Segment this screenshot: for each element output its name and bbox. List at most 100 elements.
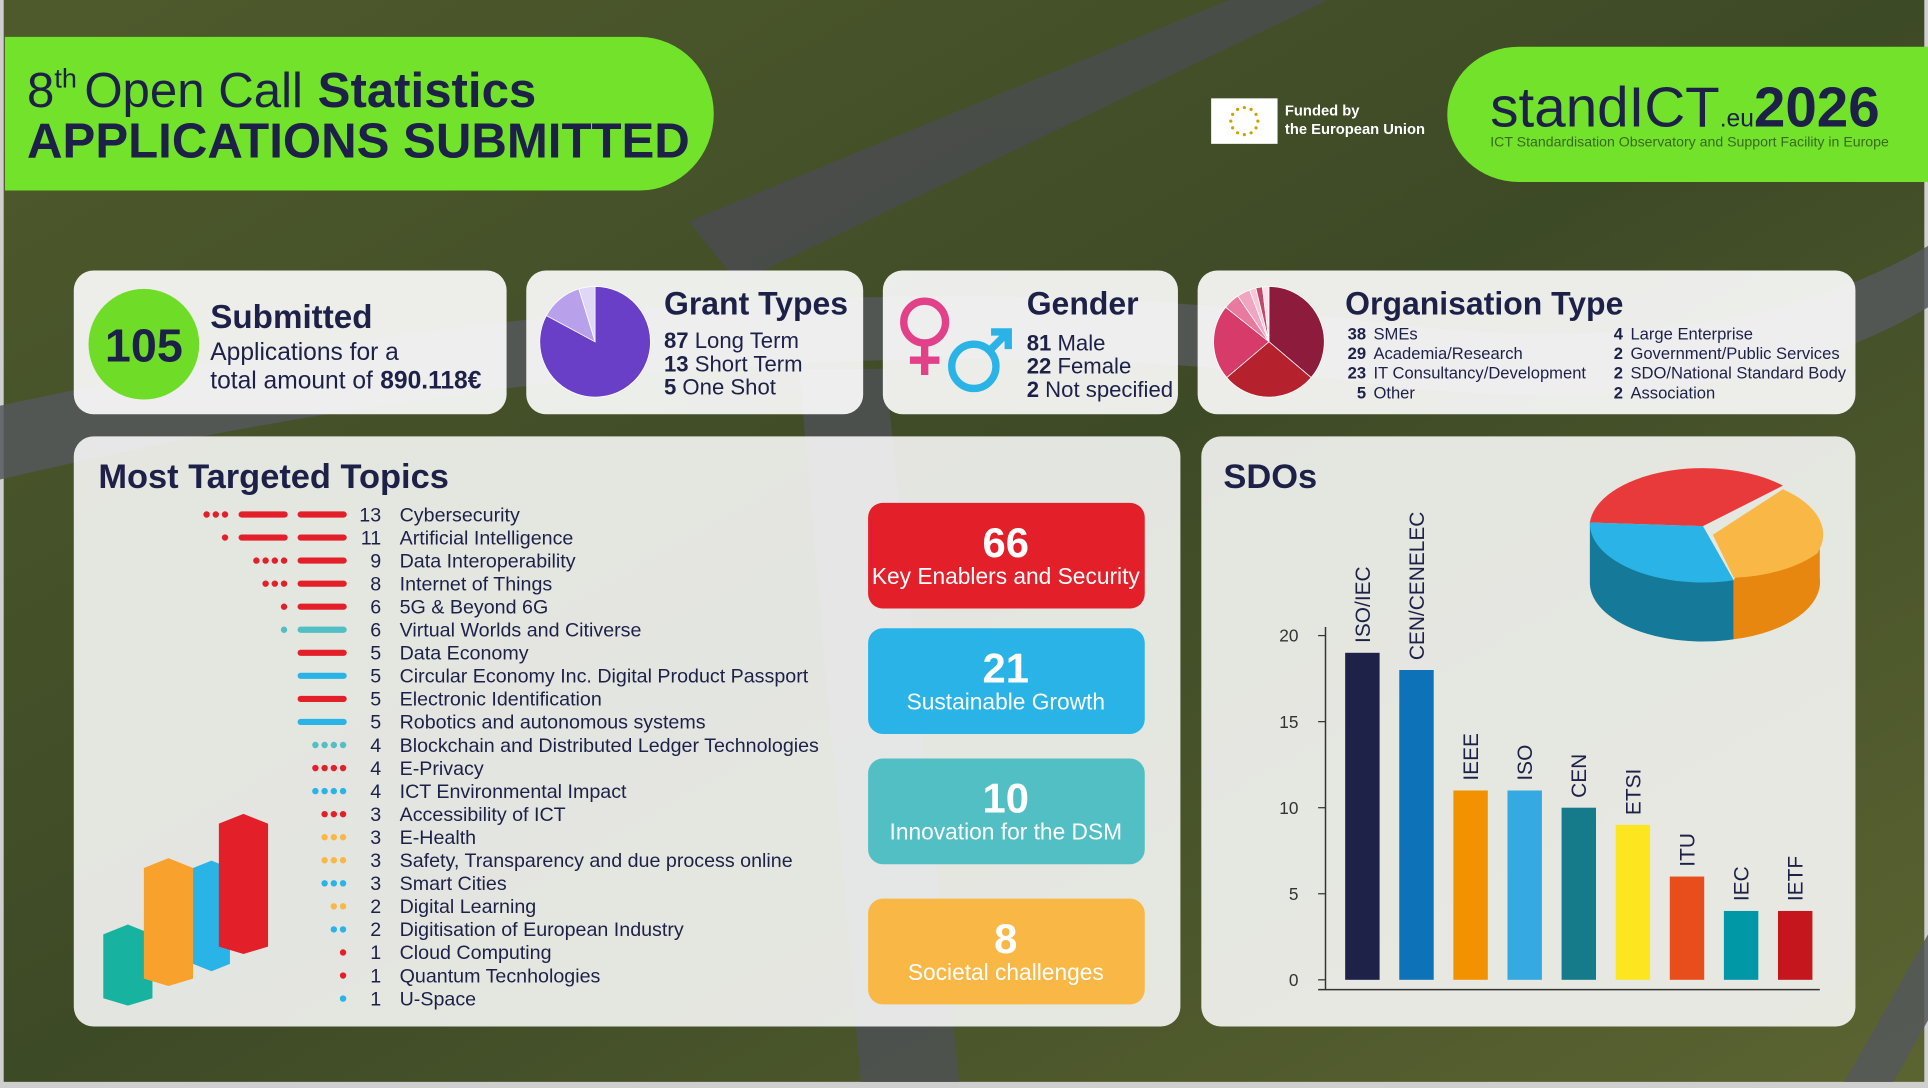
header-title: 8th Open Call Statistics: [27, 63, 536, 118]
item-value: 87: [664, 328, 689, 353]
org-value: 4: [1614, 324, 1624, 343]
item-value: 81: [1027, 330, 1052, 355]
topic-dot: [312, 787, 319, 795]
category-label: Societal challenges: [908, 959, 1104, 985]
topic-dot: [321, 741, 328, 749]
topic-mark: [297, 718, 347, 726]
topic-value: 4: [370, 781, 381, 803]
topic-label: Digital Learning: [400, 896, 537, 918]
bar: [1561, 807, 1597, 980]
item-label: Female: [1057, 354, 1131, 379]
item-value: 5: [664, 375, 676, 400]
eu-star: [1254, 112, 1258, 116]
topic-dot: [330, 880, 338, 887]
topic-label: ICT Environmental Impact: [400, 781, 627, 803]
y-tick-label: 15: [1279, 712, 1298, 732]
topic-mark: [339, 972, 347, 979]
topic-value: 5: [370, 712, 381, 734]
topic-label: U-Space: [400, 988, 477, 1010]
org-value: 38: [1348, 324, 1366, 343]
topic-value: 5: [370, 689, 381, 711]
y-tick-label: 5: [1289, 884, 1299, 904]
topic-dot: [280, 603, 288, 610]
topic-value: 8: [370, 573, 381, 595]
pie-slice: [578, 286, 596, 342]
item-value: 22: [1027, 354, 1052, 379]
topic-mark: [312, 787, 347, 795]
x-tick-label: ISO/IEC: [1352, 566, 1375, 643]
topic-dot: [330, 857, 338, 864]
eu-star: [1249, 107, 1253, 111]
topic-value: 1: [370, 965, 381, 987]
topic-dot: [339, 880, 347, 887]
gender-icons: [900, 297, 1012, 393]
topic-label: Data Interoperability: [400, 550, 576, 572]
topic-mark: [312, 741, 347, 749]
topic-dot: [321, 880, 328, 887]
topic-dot: [212, 511, 219, 518]
category-label: Key Enablers and Security: [872, 563, 1141, 589]
topic-dot: [280, 580, 288, 587]
bar: [1345, 652, 1380, 980]
gender-title: Gender: [1027, 286, 1139, 322]
submitted-text: Applications for a: [210, 339, 399, 366]
topic-mark: [253, 557, 347, 564]
topic-value: 1: [370, 988, 381, 1010]
funding-text: Funded by: [1285, 104, 1360, 120]
topic-dot: [321, 834, 328, 841]
org-value: 29: [1348, 344, 1366, 363]
topic-label: Electronic Identification: [400, 689, 602, 711]
topic-dot: [339, 764, 347, 772]
category-value: 21: [983, 644, 1030, 691]
topic-label: Data Economy: [400, 643, 529, 665]
topic-dash: [297, 649, 347, 656]
topic-value: 3: [370, 850, 381, 872]
topic-mark: [321, 834, 347, 841]
topic-mark: [297, 672, 347, 679]
topic-dot: [339, 857, 347, 864]
y-tick-label: 10: [1279, 798, 1298, 818]
x-tick-label: IETF: [1785, 856, 1808, 901]
org-label: Other: [1373, 383, 1415, 402]
item-value: 2: [1027, 377, 1039, 402]
topic-mark: [339, 995, 347, 1002]
logo-tagline: ICT Standardisation Observatory and Supp…: [1490, 133, 1889, 149]
topic-dot: [339, 741, 347, 749]
eu-star: [1254, 126, 1258, 130]
org-label: SMEs: [1373, 324, 1417, 343]
topic-dot: [330, 926, 338, 933]
topic-value: 9: [370, 550, 381, 572]
item-label: Male: [1057, 330, 1105, 355]
topic-mark: [297, 649, 347, 656]
topic-label: Smart Cities: [400, 873, 507, 895]
topic-value: 3: [370, 827, 381, 849]
topic-dot: [262, 580, 269, 587]
item-label: One Shot: [682, 375, 775, 400]
topic-label: Internet of Things: [400, 573, 553, 595]
eu-star: [1235, 107, 1240, 111]
topic-dot: [280, 626, 288, 633]
panel: [1197, 270, 1856, 415]
topic-value: 3: [370, 804, 381, 826]
category-box: [868, 758, 1145, 865]
topic-mark: [330, 903, 347, 910]
topics-title: Most Targeted Topics: [98, 458, 448, 496]
chart-title: SDOs: [1223, 458, 1317, 496]
topic-label: Cloud Computing: [400, 942, 552, 964]
grant-title: Grant Types: [664, 286, 848, 322]
eu-flag: [1211, 98, 1278, 144]
topic-dot: [321, 764, 328, 772]
topic-dot: [339, 810, 347, 818]
topic-mark: [280, 603, 347, 610]
topic-dot: [271, 580, 279, 587]
header-banner: [4, 36, 714, 191]
topic-dash: [297, 557, 347, 564]
topic-mark: [280, 626, 347, 633]
org-label: Association: [1630, 383, 1715, 402]
category-value: 8: [994, 915, 1017, 962]
x-tick-label: ITU: [1676, 833, 1699, 867]
bar: [1777, 910, 1813, 980]
topic-dot: [330, 834, 338, 841]
